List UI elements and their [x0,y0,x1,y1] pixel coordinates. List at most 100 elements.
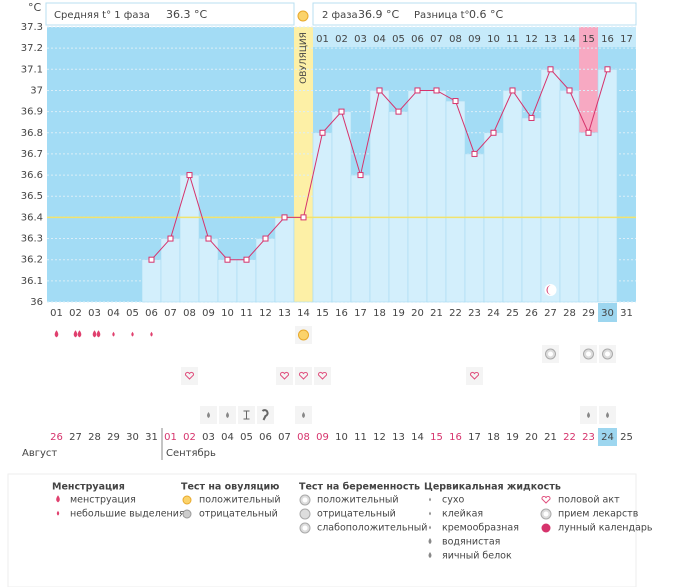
legend-icon [541,496,551,504]
temperature-column [350,174,371,303]
temperature-column [331,111,352,303]
temperature-point [167,235,174,242]
legend-icon [302,525,308,531]
y-tick-label: 36.5 [21,191,43,202]
temperature-point [471,150,478,157]
y-tick-label: 36.9 [21,107,43,118]
date-label: 04 [221,432,234,443]
legend-icon [56,495,60,503]
temperature-column [502,90,523,303]
legend-icon [541,523,551,533]
legend-icon [428,538,432,544]
y-tick-label: 37.2 [21,43,43,54]
date-label: 16 [449,432,462,443]
phase2-day: 12 [525,34,538,45]
phase2-day: 01 [316,34,329,45]
date-label: 28 [88,432,101,443]
day-marker [579,27,598,133]
legend-icon [428,552,432,558]
x-tick-label: 12 [259,308,272,319]
phase2-day: 05 [392,34,405,45]
legend-item: положительный [199,495,281,506]
sex-icon [317,372,328,380]
temperature-column [179,174,200,303]
moon-icon [546,285,552,295]
date-label: 24 [601,432,614,443]
menstruation-icon [112,331,115,337]
temperature-point [509,87,516,94]
x-tick-label: 18 [373,308,386,319]
sex-icon [279,372,290,380]
x-tick-label: 29 [582,308,595,319]
month-label: Август [22,448,57,459]
date-label: 31 [145,432,158,443]
phase2-strip [313,27,636,47]
date-label: 30 [126,432,139,443]
x-tick-label: 04 [107,308,120,319]
temperature-column [464,153,485,303]
x-tick-label: 20 [411,308,424,319]
date-label: 06 [259,432,272,443]
fluid-icon [207,412,210,418]
temperature-column [540,69,561,303]
legend-icon [302,497,308,503]
legend-icon [182,495,192,505]
x-tick-label: 09 [202,308,215,319]
date-label: 05 [240,432,253,443]
x-tick-label: 02 [69,308,82,319]
temperature-point [585,129,592,136]
x-tick-label: 27 [544,308,557,319]
temperature-column [198,238,219,303]
temperature-column [407,90,428,303]
legend-item: отрицательный [199,509,278,520]
temperature-point [186,172,193,179]
fluid-icon [587,412,590,418]
temperature-column [521,117,542,303]
fluid-icon [226,412,229,418]
temperature-column [445,100,466,303]
phase2-day: 14 [563,34,576,45]
x-tick-label: 23 [468,308,481,319]
y-tick-label: 36.3 [21,234,43,245]
phase2-box [312,2,637,26]
menstruation-icon [77,330,82,338]
legend-title: Тест на беременность [299,482,420,493]
x-tick-label: 28 [563,308,576,319]
temperature-column [597,69,618,303]
date-label: 14 [411,432,424,443]
sex-icon [184,372,195,380]
legend-icon [429,497,431,502]
x-tick-label: 17 [354,308,367,319]
date-label: 08 [297,432,310,443]
legend-item: слабоположительный [317,523,427,534]
x-tick-label: 31 [620,308,633,319]
menstruation-icon [73,330,78,338]
temperature-point [262,235,269,242]
phase2-day: 13 [544,34,557,45]
legend-icon [543,511,549,517]
date-label: 29 [107,432,120,443]
legend-item: положительный [317,495,399,506]
temperature-column [559,90,580,303]
date-label: 27 [69,432,82,443]
x-tick-label: 01 [50,308,63,319]
phase2-day: 06 [411,34,424,45]
highlight-day [598,303,617,322]
menstruation-icon [54,330,59,338]
date-label: 13 [392,432,405,443]
temperature-point [395,108,402,115]
phase2-day: 16 [601,34,614,45]
temperature-column [160,238,181,303]
legend-item: отрицательный [317,509,396,520]
sex-icon [469,372,480,380]
x-tick-label: 21 [430,308,443,319]
legend-title: Менструация [52,482,125,493]
x-tick-label: 10 [221,308,234,319]
temperature-point [357,172,364,179]
date-label: 02 [183,432,196,443]
date-label: 07 [278,432,291,443]
x-tick-label: 07 [164,308,177,319]
phase2-day: 17 [620,34,633,45]
date-label: 10 [335,432,348,443]
x-tick-label: 11 [240,308,253,319]
